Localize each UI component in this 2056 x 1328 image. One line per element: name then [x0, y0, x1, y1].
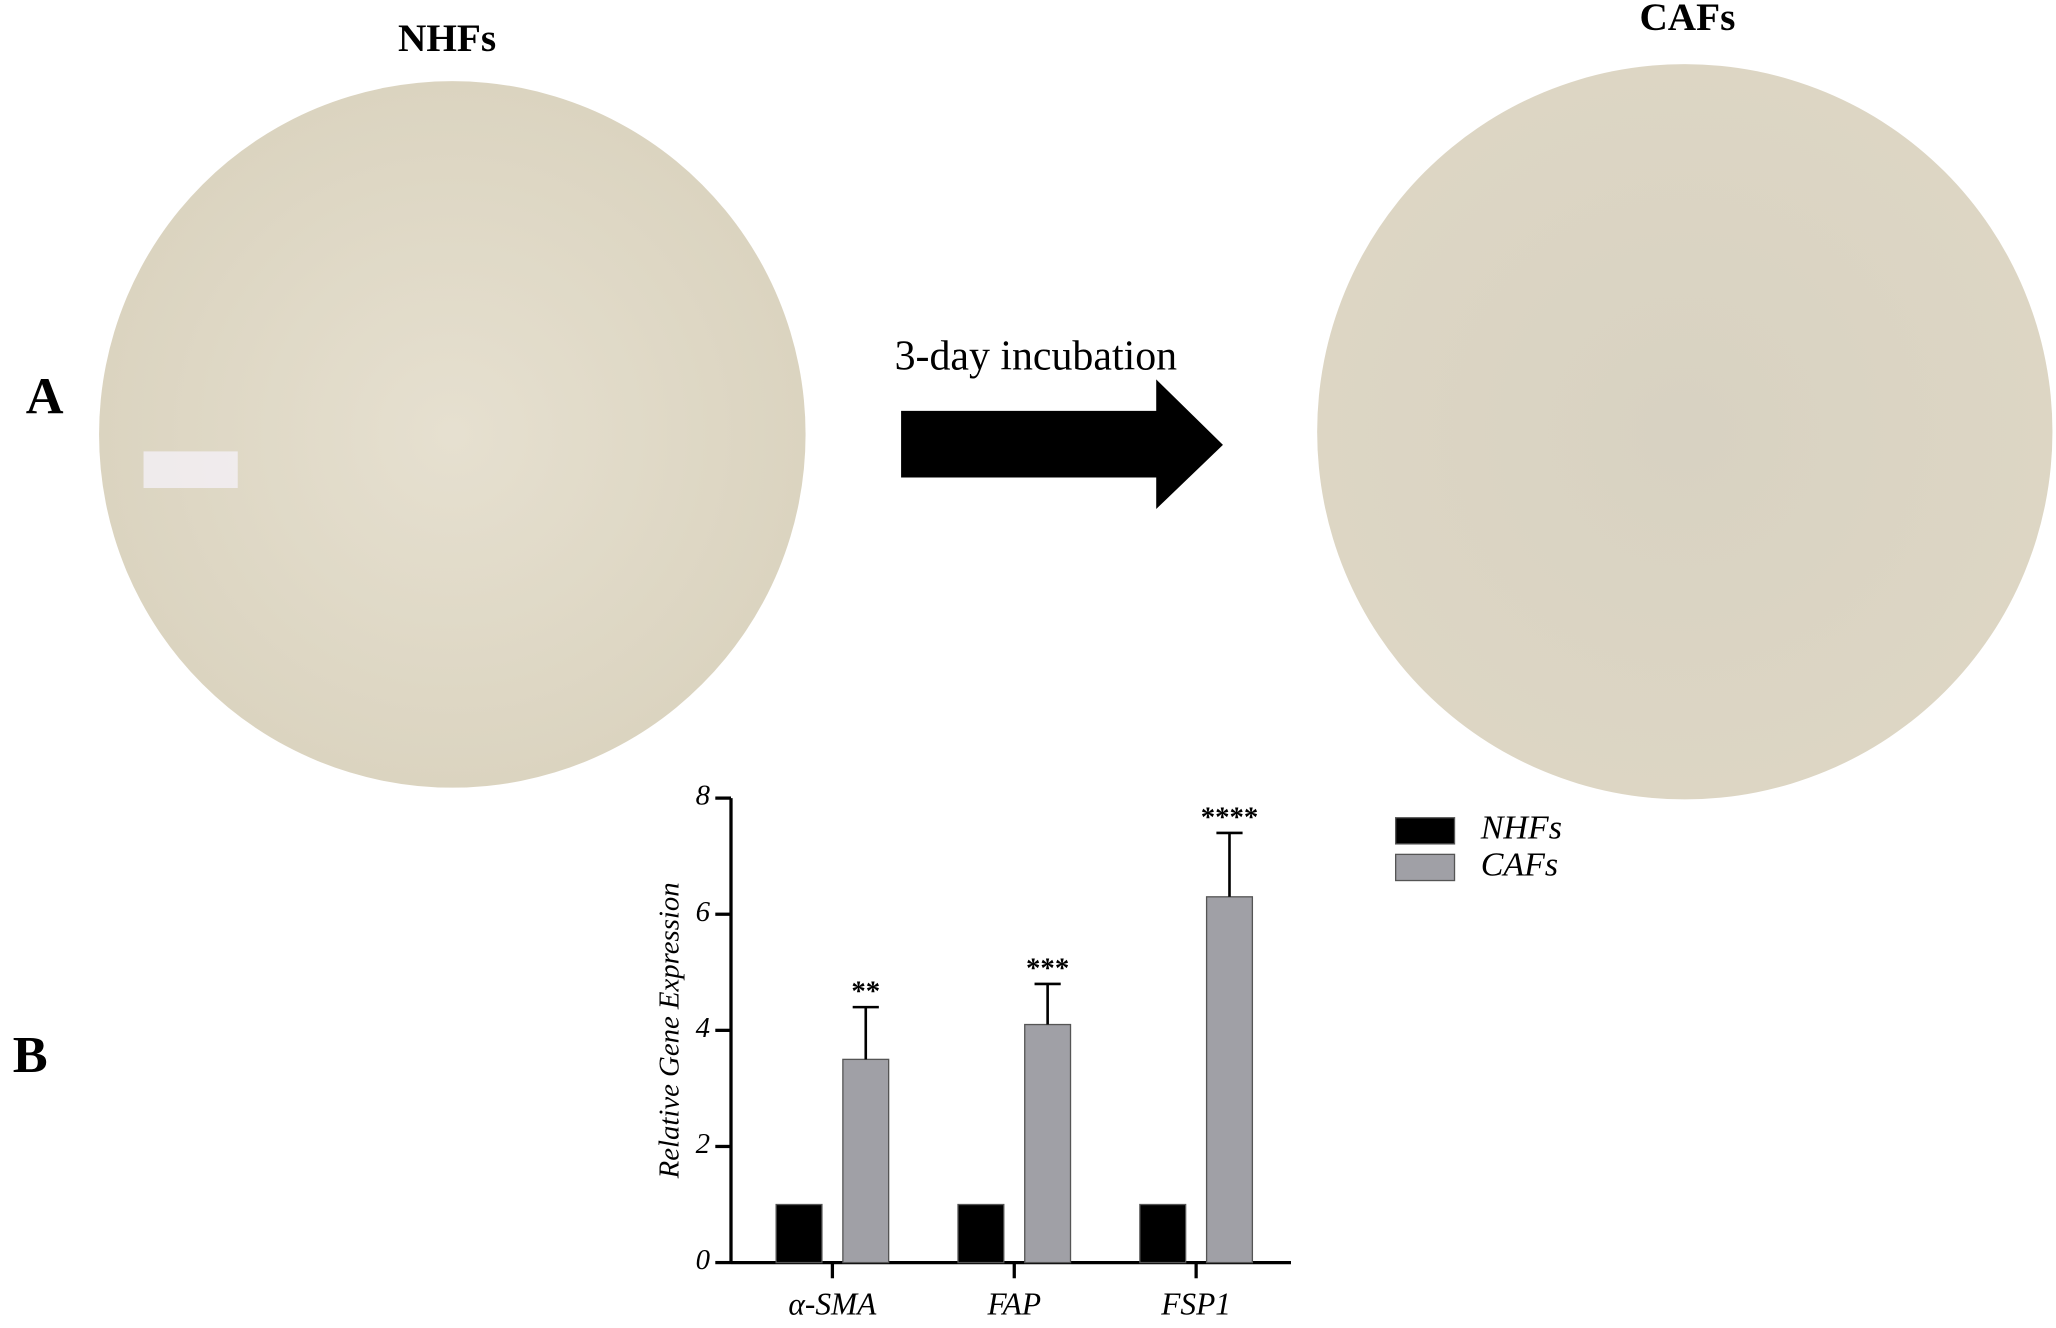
image-title: CAFs [1639, 0, 1735, 39]
significance: *** [1026, 952, 1069, 984]
y-axis-label: Relative Gene Expression [654, 882, 686, 1179]
error-bar [1034, 982, 1061, 1025]
significance: **** [1201, 801, 1259, 833]
micrograph [99, 81, 806, 788]
bar [775, 1203, 823, 1264]
image-title: NHFs [398, 17, 496, 60]
glare [143, 451, 238, 489]
panel-label: A [26, 368, 64, 426]
error-bar [1216, 831, 1243, 897]
bar [957, 1203, 1005, 1264]
micrograph [1317, 64, 2053, 800]
bar [1024, 1023, 1072, 1264]
bar [1205, 896, 1254, 1264]
arrow [901, 379, 1223, 509]
x-tick-label: α-SMA [788, 1286, 877, 1321]
legend-swatch [1394, 853, 1456, 882]
legend-label: CAFs [1481, 846, 1558, 883]
x-tick-label: FAP [987, 1286, 1041, 1321]
y-tick-label: 0 [696, 1244, 711, 1276]
error-bar [852, 1005, 879, 1060]
y-tick-label: 2 [696, 1128, 710, 1160]
arrow-label: 3-day incubation [895, 333, 1178, 379]
bar [1139, 1203, 1187, 1264]
significance: ** [851, 976, 880, 1008]
legend-label: NHFs [1480, 810, 1562, 847]
bar [842, 1058, 890, 1264]
legend-swatch [1394, 817, 1456, 845]
y-tick-label: 8 [696, 780, 711, 812]
y-tick-label: 6 [696, 896, 711, 928]
y-tick-label: 4 [696, 1012, 710, 1044]
panel-label: B [13, 1026, 48, 1084]
x-tick-label: FSP1 [1160, 1286, 1231, 1321]
